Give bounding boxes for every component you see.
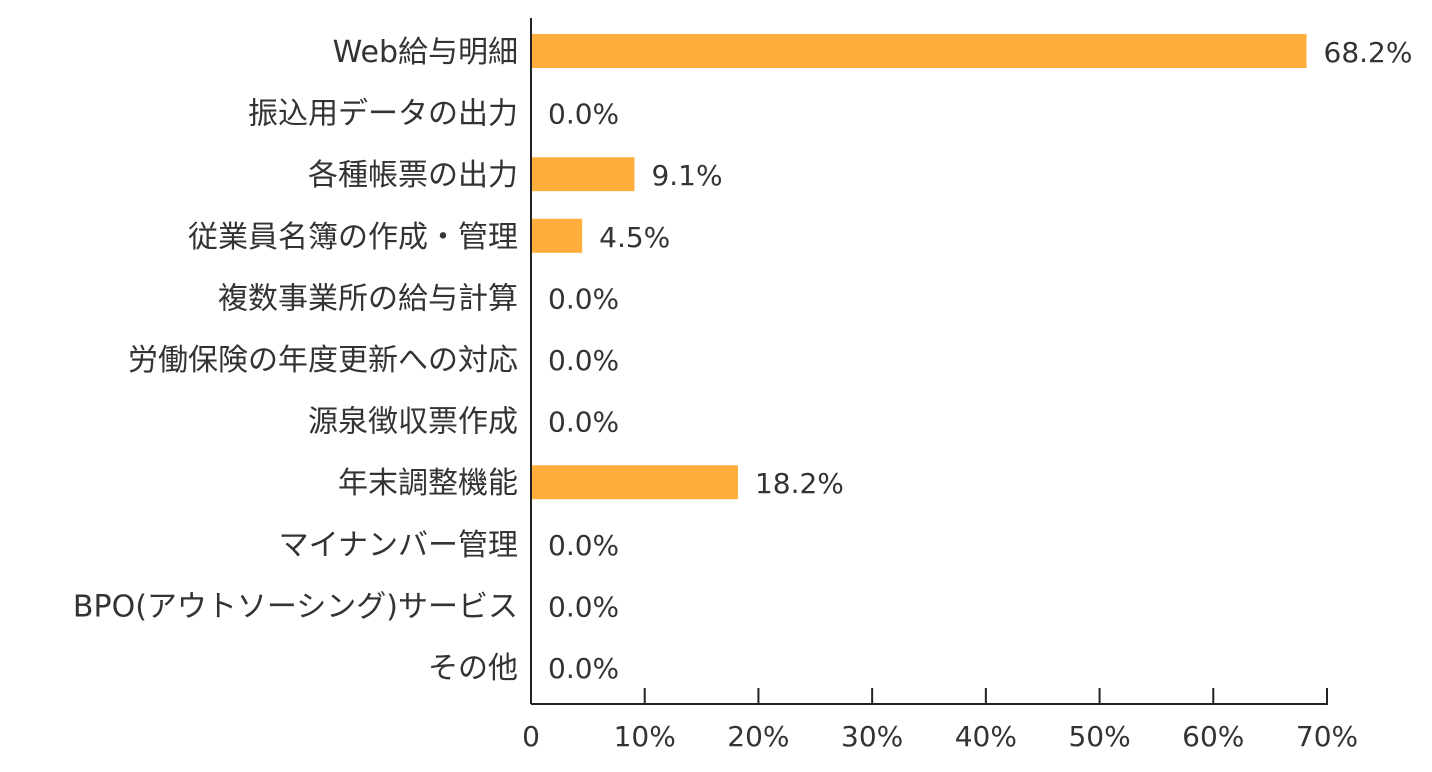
value-label-8: 0.0% — [548, 529, 619, 562]
category-label-3: 従業員名簿の作成・管理 — [188, 220, 518, 255]
category-label-5: 労働保険の年度更新への対応 — [128, 343, 518, 378]
value-label-5: 0.0% — [548, 344, 619, 377]
value-label-2: 9.1% — [651, 159, 722, 192]
value-label-4: 0.0% — [548, 282, 619, 315]
value-label-3: 4.5% — [599, 221, 670, 254]
category-label-6: 源泉徴収票作成 — [308, 405, 518, 440]
category-label-8: マイナンバー管理 — [279, 528, 518, 563]
value-label-7: 18.2% — [755, 467, 844, 500]
category-label-1: 振込用データの出力 — [248, 97, 518, 132]
category-label-10: その他 — [428, 651, 518, 686]
value-label-0: 68.2% — [1324, 36, 1413, 69]
x-tick-label-1: 10% — [614, 720, 676, 753]
x-tick-label-0: 0 — [522, 720, 540, 753]
x-tick-label-7: 70% — [1296, 720, 1358, 753]
x-tick-label-4: 40% — [955, 720, 1017, 753]
x-tick-label-5: 50% — [1068, 720, 1130, 753]
category-label-2: 各種帳票の出力 — [308, 158, 518, 193]
category-label-0: Web給与明細 — [333, 35, 518, 70]
tick-labels-layer: 0 10% 20% 30% 40% 50% 60% 70% — [522, 720, 1358, 753]
bars-layer — [531, 34, 1307, 500]
x-tick-label-6: 60% — [1182, 720, 1244, 753]
axis-layer — [530, 18, 1328, 705]
x-tick-label-3: 30% — [841, 720, 903, 753]
bar-7 — [531, 465, 738, 500]
value-label-9: 0.0% — [548, 590, 619, 623]
category-label-7: 年末調整機能 — [338, 466, 518, 501]
value-label-10: 0.0% — [548, 652, 619, 685]
category-label-9: BPO(アウトソーシング)サービス — [73, 589, 518, 624]
category-labels-layer: Web給与明細振込用データの出力各種帳票の出力従業員名簿の作成・管理複数事業所の… — [73, 35, 518, 686]
bar-3 — [531, 218, 583, 253]
value-label-6: 0.0% — [548, 406, 619, 439]
bar-0 — [531, 34, 1307, 68]
bar-2 — [531, 157, 635, 192]
category-label-4: 複数事業所の給与計算 — [218, 281, 518, 316]
value-labels-layer: 68.2% 0.0% 9.1% 4.5% 0.0% 0.0% 0.0% 18.2% 0.0% 0.… — [548, 36, 1412, 685]
value-label-1: 0.0% — [548, 98, 619, 131]
x-tick-label-2: 20% — [727, 720, 789, 753]
